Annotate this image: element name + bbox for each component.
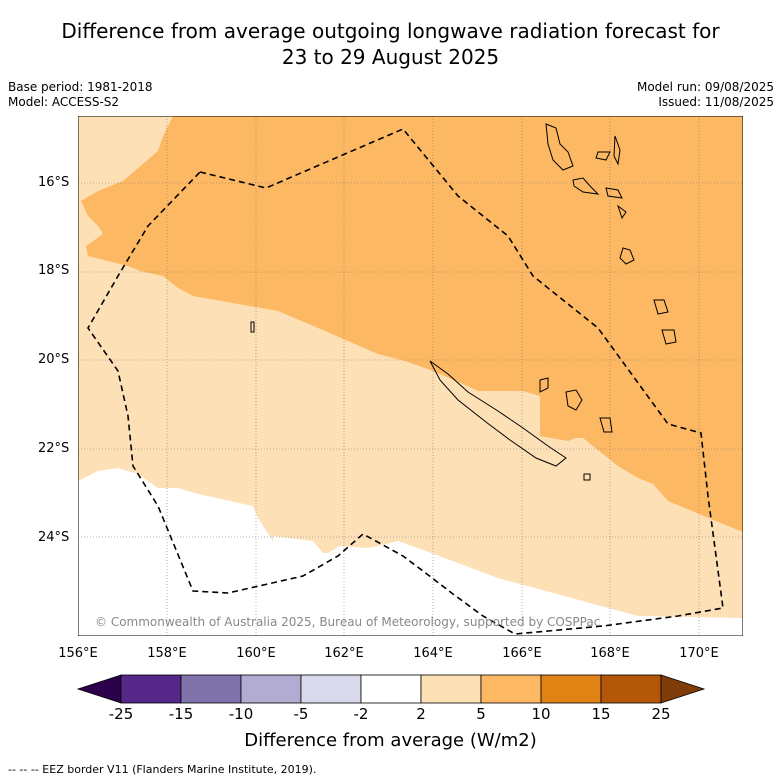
lon-label-166e: 166°E	[502, 646, 542, 661]
colorbar-tick-5: 5	[476, 705, 486, 723]
colorbar-tick-m25: -25	[108, 705, 134, 723]
eez-border	[87, 128, 724, 635]
loyalty-island-2	[565, 389, 583, 411]
lon-label-156e: 156°E	[58, 646, 98, 661]
lat-label-18s: 18°S	[38, 263, 70, 278]
meta-right: Model run: 09/08/2025 Issued: 11/08/2025	[637, 80, 774, 110]
lat-label-20s: 20°S	[38, 352, 70, 367]
title-line-2: 23 to 29 August 2025	[281, 45, 500, 69]
colorbar-tick-25: 25	[651, 705, 671, 723]
colorbar	[76, 674, 706, 704]
island-east-1	[653, 299, 669, 315]
anomaly-region-5-to-10	[81, 116, 743, 532]
colorbar-tick-2: 2	[416, 705, 426, 723]
colorbar-extend-low	[76, 674, 122, 704]
vanuatu-island-3	[613, 135, 621, 166]
lon-label-164e: 164°E	[413, 646, 453, 661]
vanuatu-island-2	[595, 151, 611, 161]
colorbar-tick-m15: -15	[168, 705, 194, 723]
base-period: Base period: 1981-2018	[8, 80, 153, 94]
colorbar-segment	[300, 674, 362, 704]
colorbar-title: Difference from average (W/m2)	[244, 730, 537, 751]
new-caledonia-island	[429, 360, 567, 467]
colorbar-segment	[600, 674, 662, 704]
colorbar-segment	[480, 674, 542, 704]
lon-label-168e: 168°E	[590, 646, 630, 661]
title-line-1: Difference from average outgoing longwav…	[61, 19, 720, 43]
vanuatu-island-1	[545, 123, 574, 171]
eez-legend-note: -- -- -- EEZ border V11 (Flanders Marine…	[8, 763, 317, 776]
loyalty-island-1	[539, 377, 549, 393]
colorbar-extend-high	[660, 674, 706, 704]
colorbar-segment	[360, 674, 422, 704]
lon-label-170e: 170°E	[679, 646, 719, 661]
colorbar-segment	[540, 674, 602, 704]
lon-label-162e: 162°E	[324, 646, 364, 661]
model-name: Model: ACCESS-S2	[8, 95, 120, 109]
copyright-notice: © Commonwealth of Australia 2025, Bureau…	[95, 615, 600, 629]
island-south-1	[583, 473, 591, 481]
colorbar-tick-m10: -10	[228, 705, 254, 723]
model-run: Model run: 09/08/2025	[636, 80, 774, 94]
vanuatu-island-7	[619, 247, 635, 265]
vanuatu-island-6	[617, 204, 627, 220]
meta-left: Base period: 1981-2018 Model: ACCESS-S2	[8, 80, 153, 110]
issued-date: Issued: 11/08/2025	[658, 95, 774, 109]
lon-label-160e: 160°E	[236, 646, 276, 661]
lat-label-24s: 24°S	[38, 530, 70, 545]
vanuatu-island-4	[572, 177, 600, 195]
olr-anomaly-map: © Commonwealth of Australia 2025, Bureau…	[78, 116, 743, 636]
colorbar-segment	[240, 674, 302, 704]
colorbar-segment	[420, 674, 482, 704]
island-east-2	[661, 329, 677, 345]
lat-label-16s: 16°S	[38, 175, 70, 190]
colorbar-tick-m2: -2	[353, 705, 369, 723]
colorbar-segment	[120, 674, 182, 704]
lon-label-158e: 158°E	[147, 646, 187, 661]
colorbar-tick-10: 10	[531, 705, 551, 723]
map-title: Difference from average outgoing longwav…	[0, 18, 781, 70]
colorbar-segment	[180, 674, 242, 704]
colorbar-segments	[76, 674, 706, 704]
coastlines	[250, 123, 677, 481]
island-east-3	[250, 321, 255, 333]
colorbar-tick-m5: -5	[293, 705, 309, 723]
lat-label-22s: 22°S	[38, 441, 70, 456]
vanuatu-island-5	[605, 187, 623, 199]
colorbar-tick-15: 15	[591, 705, 611, 723]
loyalty-island-3	[599, 417, 613, 433]
